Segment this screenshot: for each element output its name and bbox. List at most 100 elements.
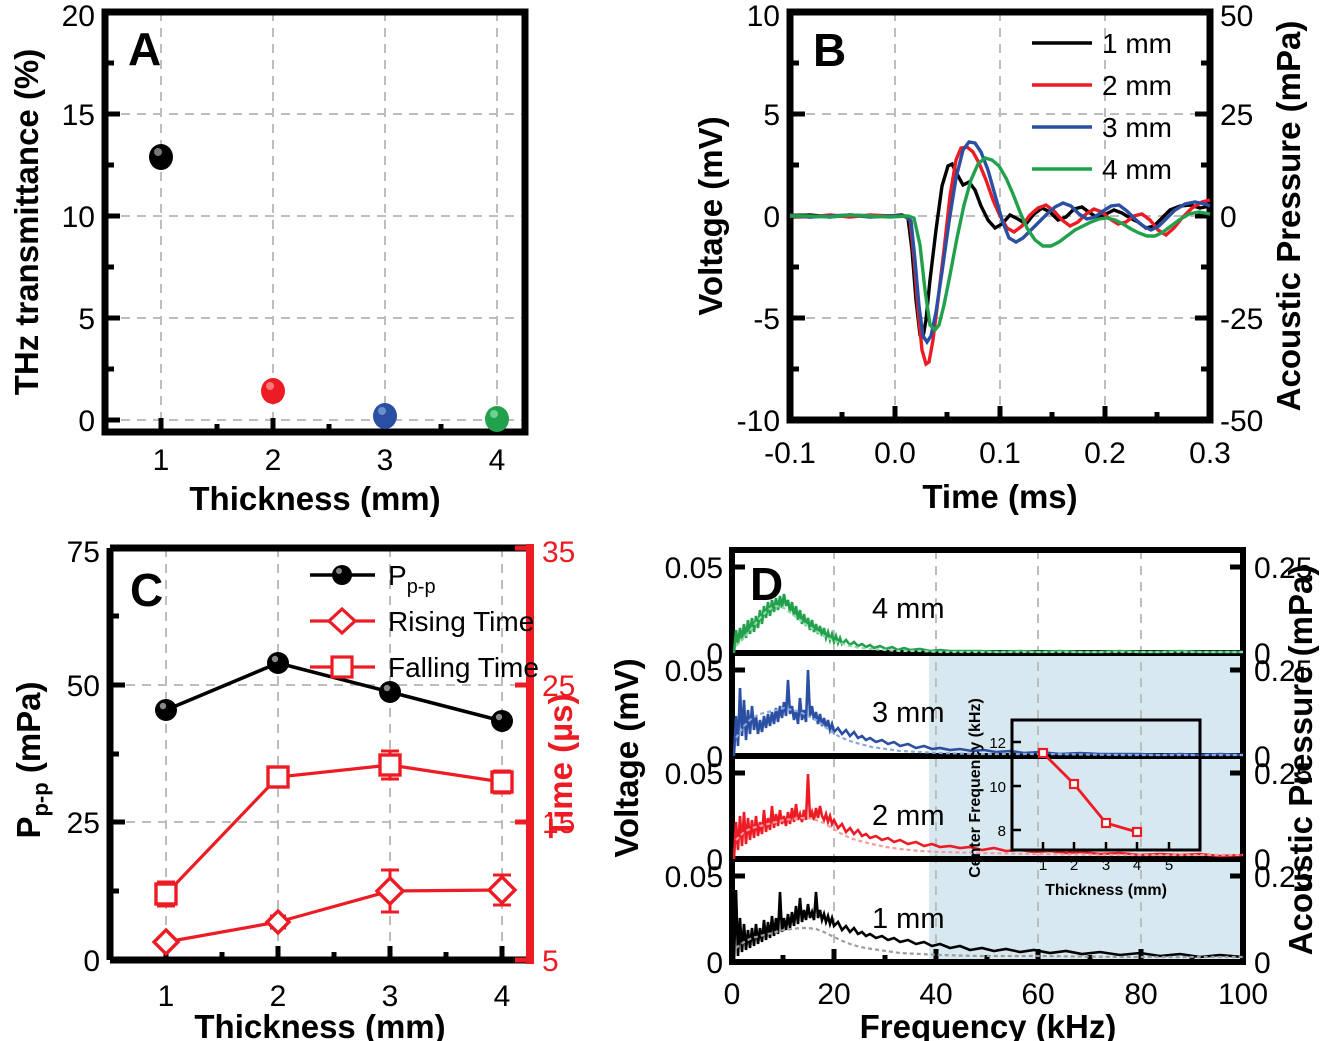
inset-xtick-1: 1	[1039, 857, 1047, 874]
panel-c-rytick-25: 25	[542, 670, 575, 703]
panel-a-xlabel: Thickness (mm)	[189, 480, 440, 517]
panel-d-xlabel: Frequency (kHz)	[860, 1008, 1117, 1041]
panel-b-xtick-0: -0.1	[764, 437, 816, 470]
panel-d-inset-background	[929, 653, 1243, 962]
panel-d-svg: 0 0.05 0 0.05 0 0.05 0 0.05 0 0.25 0 0.2…	[608, 547, 1319, 1041]
panel-a-datapoints	[149, 144, 509, 432]
panel-b-ytick-m10: -10	[737, 405, 780, 438]
inset-xtick-5: 5	[1165, 857, 1173, 874]
panel-c-ylabel-sub: p-p	[28, 782, 53, 816]
panel-b-rytick-m50: -50	[1220, 405, 1263, 438]
panel-d-grid	[833, 550, 1142, 962]
panel-b-xlabel: Time (ms)	[922, 478, 1077, 515]
panel-b-ylabel: Voltage (mV)	[692, 116, 729, 315]
panel-d-ytick-3mm-005: 0.05	[665, 655, 723, 688]
inset-ytick-12: 12	[989, 735, 1006, 752]
panel-b-y-ticks	[790, 9, 1210, 423]
panel-d-ylabel-right: Acoustic Pressure (mPa)	[1282, 565, 1319, 956]
panel-a-ytick-10: 10	[62, 201, 95, 234]
panel-b-label: B	[813, 24, 846, 76]
panel-c-legend: Pp-p Rising Time Falling Time	[310, 560, 539, 683]
panel-d-ytick-3mm-0: 0	[706, 741, 723, 774]
panel-d-rytick-2mm-025: 0.25	[1254, 758, 1312, 791]
panel-b-svg: -10 -5 0 5 10 -50 -25 0 25 50 -0.1 0.0 0…	[692, 0, 1307, 515]
panel-c-rytick-5: 5	[542, 945, 559, 978]
panel-a-ytick-0: 0	[78, 405, 95, 438]
panel-d-xtick-80: 80	[1124, 978, 1157, 1011]
inset-xtick-2: 2	[1070, 857, 1078, 874]
panel-b-ytick-0: 0	[763, 201, 780, 234]
panel-d-ylabel: Voltage (mV)	[608, 658, 645, 857]
panel-d-xtick-60: 60	[1021, 978, 1054, 1011]
panel-b-ytick-10: 10	[747, 0, 780, 33]
panel-c-ylabel-unit: (mPa)	[10, 681, 47, 782]
panel-a-ytick-5: 5	[78, 303, 95, 336]
panel-c-xtick-3: 3	[382, 980, 399, 1013]
panel-b-ytick-5: 5	[763, 99, 780, 132]
panel-c-legend-falling-label: Falling Time	[388, 652, 539, 683]
panel-d-serieslabel-4mm: 4 mm	[872, 593, 945, 625]
panel-c-xtick-4: 4	[494, 980, 511, 1013]
panel-c-series-rising-line	[165, 888, 503, 944]
panel-d-rytick-3mm-0: 0	[1254, 741, 1271, 774]
panel-d-ytick-2mm-0: 0	[706, 844, 723, 877]
panel-c-label: C	[130, 564, 163, 616]
inset-xtick-4: 4	[1133, 857, 1141, 874]
inset-xlabel: Thickness (mm)	[1045, 882, 1167, 899]
panel-d-inset: 8 10 12 1 2 3 4 5 Thickness (mm) Center …	[967, 698, 1202, 899]
panel-b-rytick-m25: -25	[1220, 303, 1263, 336]
panel-d-ytick-2mm-005: 0.05	[665, 758, 723, 791]
panel-c-ytick-25: 25	[67, 807, 100, 840]
legend-label-2mm: 2 mm	[1102, 70, 1172, 101]
panel-d-ytick-1mm-0: 0	[706, 947, 723, 980]
panel-a-ytick-15: 15	[62, 99, 95, 132]
panel-d-xtick-0: 0	[724, 978, 741, 1011]
legend-label-1mm: 1 mm	[1102, 28, 1172, 59]
panel-a-xtick-3: 3	[377, 444, 394, 477]
panel-d-serieslabel-2mm: 2 mm	[872, 800, 945, 832]
panel-a-svg: 0 5 10 15 20 1 2 3 4 Thickness (mm) THz …	[8, 0, 529, 517]
inset-series-markers	[1037, 747, 1143, 838]
panel-b-ytick-m5: -5	[753, 303, 780, 336]
panel-c: 0 25 50 75 5 15 25 35 1 2 3 4 Thickness …	[0, 520, 580, 1041]
inset-xtick-3: 3	[1102, 857, 1110, 874]
panel-a-frame	[101, 8, 529, 436]
panel-a-xtick-1: 1	[153, 444, 170, 477]
panel-d-ytick-1mm-005: 0.05	[665, 861, 723, 894]
panel-a-grid	[105, 12, 525, 421]
panel-c-ytick-75: 75	[67, 536, 100, 569]
panel-c-legend-item-falling: Falling Time	[310, 652, 539, 683]
panel-b-rytick-25: 25	[1220, 99, 1253, 132]
panel-c-legend-rising-label: Rising Time	[388, 606, 534, 637]
panel-d-xtick-100: 100	[1218, 978, 1268, 1011]
panel-a-label: A	[128, 23, 161, 75]
svg-text:Pp-p (mPa): Pp-p (mPa)	[10, 681, 53, 838]
inset-series-line	[1042, 752, 1138, 834]
panel-d-ytick-4mm-005: 0.05	[665, 552, 723, 585]
panel-a-y-ticks	[105, 9, 120, 423]
panel-b-legend: 1 mm 2 mm 3 mm 4 mm	[1032, 28, 1172, 185]
panel-d-xtick-40: 40	[919, 978, 952, 1011]
panel-b-rytick-50: 50	[1220, 0, 1253, 33]
panel-c-xlabel: Thickness (mm)	[194, 1008, 445, 1041]
panel-c-xtick-1: 1	[158, 980, 175, 1013]
panel-c-rytick-35: 35	[542, 536, 575, 569]
panel-c-xtick-2: 2	[270, 980, 287, 1013]
panel-c-rytick-15: 15	[542, 807, 575, 840]
inset-ytick-10: 10	[989, 779, 1006, 796]
panel-c-ytick-50: 50	[67, 670, 100, 703]
legend-label-4mm: 4 mm	[1102, 154, 1172, 185]
panel-b-rytick-0: 0	[1220, 201, 1237, 234]
panel-d-ytick-4mm-0: 0	[706, 638, 723, 671]
legend-label-3mm: 3 mm	[1102, 112, 1172, 143]
panel-c-legend-ppp-main: P	[388, 560, 407, 591]
panel-b-xtick-4: 0.3	[1189, 437, 1231, 470]
panel-a: 0 5 10 15 20 1 2 3 4 Thickness (mm) THz …	[0, 0, 560, 520]
panel-c-ytick-0: 0	[83, 945, 100, 978]
svg-text:Pp-p: Pp-p	[388, 560, 436, 598]
panel-a-xtick-2: 2	[265, 444, 282, 477]
panel-b-ylabel-right: Acoustic Pressure (mPa)	[1270, 21, 1307, 412]
panel-c-ylabel-right: Time (µs)	[542, 694, 579, 839]
panel-c-svg: 0 25 50 75 5 15 25 35 1 2 3 4 Thickness …	[10, 536, 579, 1041]
